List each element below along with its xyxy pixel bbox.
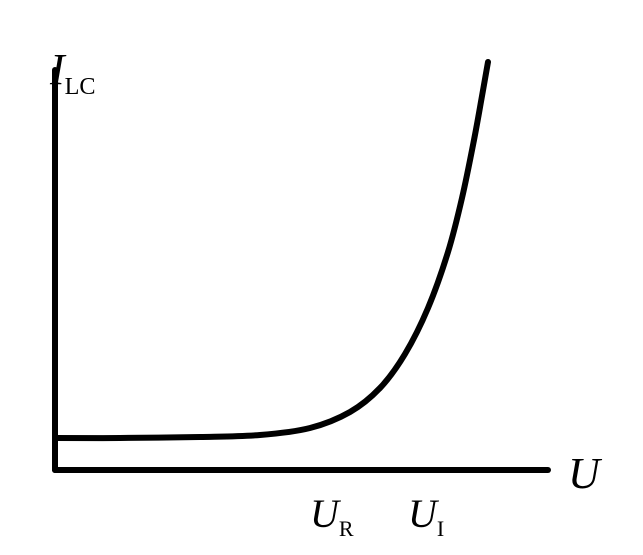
plot-area: ILC U UR UI <box>0 0 643 555</box>
x-tick-u-r: UR <box>310 490 354 542</box>
iv-curve <box>55 62 488 438</box>
x-tick-u-i: UI <box>408 490 444 542</box>
y-axis-label: ILC <box>50 44 96 101</box>
x-axis-label: U <box>568 448 600 499</box>
